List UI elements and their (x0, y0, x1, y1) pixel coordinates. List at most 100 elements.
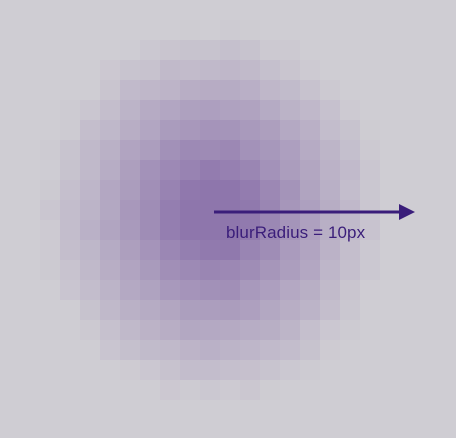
blur-pixel-block (360, 220, 380, 240)
blur-pixel-block (120, 260, 140, 280)
blur-pixel-block (180, 200, 200, 220)
blur-pixel-block (60, 240, 80, 260)
blur-pixel-block (200, 280, 220, 300)
blur-pixel-block (340, 140, 360, 160)
blur-pixel-block (60, 260, 80, 280)
blur-pixel-block (40, 140, 60, 160)
blur-pixel-block (140, 80, 160, 100)
blur-pixel-block (40, 180, 60, 200)
blur-pixel-block (300, 280, 320, 300)
blur-pixel-block (220, 80, 240, 100)
blur-pixel-block (160, 40, 180, 60)
blur-pixel-block (120, 80, 140, 100)
blur-pixel-block (260, 220, 280, 240)
blur-pixel-block (100, 180, 120, 200)
blur-pixel-block (220, 340, 240, 360)
blur-pixel-block (220, 240, 240, 260)
blur-pixel-block (200, 140, 220, 160)
blur-pixel-block (80, 160, 100, 180)
blur-pixel-block (180, 240, 200, 260)
blur-pixel-block (80, 320, 100, 340)
blur-pixel-block (300, 160, 320, 180)
blur-pixel-block (280, 80, 300, 100)
blur-pixel-block (280, 120, 300, 140)
blur-pixel-block (120, 200, 140, 220)
blur-pixel-block (240, 120, 260, 140)
blur-pixel-block (160, 260, 180, 280)
blur-pixel-block (240, 340, 260, 360)
blur-pixel-block (160, 140, 180, 160)
blur-pixel-block (340, 240, 360, 260)
blur-pixel-block (200, 300, 220, 320)
blur-pixel-block (240, 220, 260, 240)
blur-pixel-block (360, 240, 380, 260)
blur-pixel-block (260, 320, 280, 340)
blur-pixel-block (260, 260, 280, 280)
blur-pixel-block (120, 240, 140, 260)
blur-pixel-block (180, 60, 200, 80)
blur-pixel-block (100, 140, 120, 160)
blur-pixel-block (240, 300, 260, 320)
blur-pixel-block (260, 140, 280, 160)
blur-pixel-block (80, 120, 100, 140)
blur-pixel-block (300, 140, 320, 160)
blur-pixel-block (180, 20, 200, 40)
blur-pixel-block (100, 220, 120, 240)
blur-pixel-block (280, 200, 300, 220)
blur-pixel-block (320, 120, 340, 140)
blur-pixel-block (200, 360, 220, 380)
blur-pixel-block (320, 320, 340, 340)
blur-pixel-block (100, 240, 120, 260)
blur-pixel-block (300, 340, 320, 360)
blur-pixel-block (140, 140, 160, 160)
blur-pixel-block (240, 280, 260, 300)
blur-pixel-block (200, 340, 220, 360)
blur-pixel-block (340, 220, 360, 240)
blur-pixel-block (80, 200, 100, 220)
blur-pixel-block (240, 40, 260, 60)
blur-pixel-block (300, 60, 320, 80)
blur-pixel-block (320, 280, 340, 300)
blur-pixel-block (100, 300, 120, 320)
blur-pixel-block (240, 200, 260, 220)
blur-pixel-block (340, 300, 360, 320)
blur-pixel-block (280, 300, 300, 320)
blur-pixel-block (40, 160, 60, 180)
blur-pixel-block (260, 240, 280, 260)
blur-pixel-block (120, 300, 140, 320)
blur-pixel-block (120, 360, 140, 380)
blur-pixel-block (300, 220, 320, 240)
blur-pixel-block (220, 200, 240, 220)
blur-pixel-block (200, 120, 220, 140)
blur-pixel-block (200, 80, 220, 100)
blur-pixel-block (180, 40, 200, 60)
blur-pixel-block (140, 280, 160, 300)
blur-pixel-block (80, 180, 100, 200)
blur-pixel-block (340, 120, 360, 140)
blur-pixel-block (220, 380, 240, 400)
blur-pixel-block (100, 340, 120, 360)
blur-pixel-block (180, 260, 200, 280)
blur-pixel-block (40, 220, 60, 240)
blur-pixel-block (140, 340, 160, 360)
blur-pixel-block (100, 160, 120, 180)
blur-pixel-block (220, 140, 240, 160)
blur-pixel-block (280, 280, 300, 300)
blur-pixel-block (200, 40, 220, 60)
blur-pixel-block (340, 320, 360, 340)
blur-pixel-block (80, 280, 100, 300)
blur-pixel-block (260, 180, 280, 200)
blur-pixel-block (120, 40, 140, 60)
blur-pixel-block (160, 220, 180, 240)
blur-pixel-block (100, 60, 120, 80)
blur-pixel-block (260, 80, 280, 100)
blur-pixel-block (340, 160, 360, 180)
blur-pixel-block (160, 320, 180, 340)
blur-pixel-block (120, 100, 140, 120)
blur-pixel-block (100, 100, 120, 120)
blur-pixel-block (260, 100, 280, 120)
blur-pixel-block (180, 280, 200, 300)
blur-pixel-block (160, 160, 180, 180)
blur-pixel-block (140, 240, 160, 260)
